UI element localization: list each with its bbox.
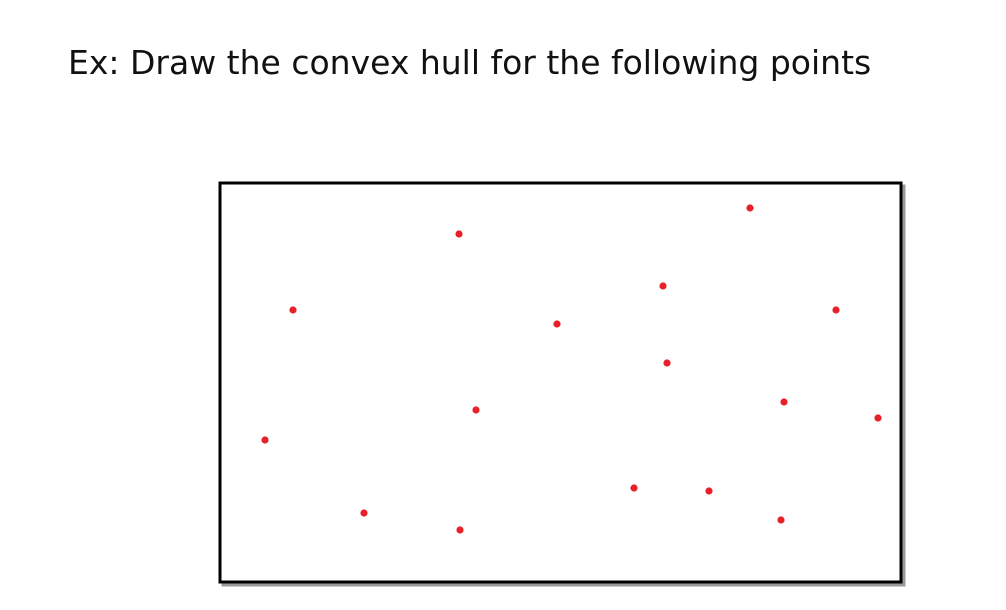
point-p4	[289, 306, 297, 314]
point-p7	[663, 359, 671, 367]
point-p3	[659, 282, 667, 290]
point-p9	[472, 406, 480, 414]
point-p13	[705, 487, 713, 495]
point-p2	[455, 230, 463, 238]
point-p16	[456, 526, 464, 534]
points-frame	[218, 181, 903, 584]
point-p12	[630, 484, 638, 492]
point-p11	[261, 436, 269, 444]
point-p1	[746, 204, 754, 212]
point-p10	[874, 414, 882, 422]
points-layer	[261, 204, 882, 534]
point-p5	[832, 306, 840, 314]
point-p6	[553, 320, 561, 328]
point-p15	[777, 516, 785, 524]
slide-title: Ex: Draw the convex hull for the followi…	[68, 43, 872, 82]
point-p14	[360, 509, 368, 517]
point-p8	[780, 398, 788, 406]
